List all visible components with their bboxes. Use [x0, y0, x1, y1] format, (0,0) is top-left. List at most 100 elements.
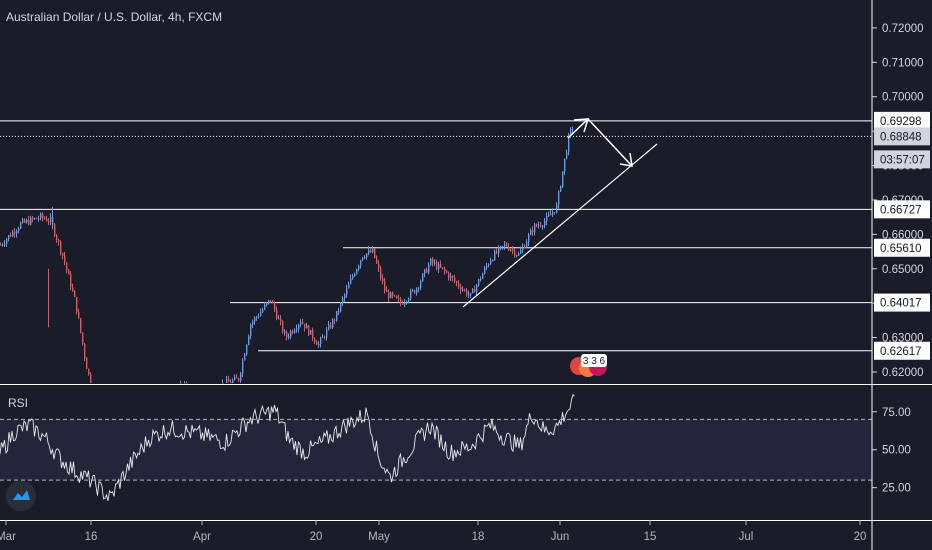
candle-body — [370, 250, 372, 253]
candle-body — [348, 283, 350, 289]
event-badge-count: 3 3 6 — [583, 356, 606, 367]
candle-body — [4, 243, 6, 245]
candle-body — [8, 235, 10, 240]
candle-body — [418, 287, 420, 289]
candle-body — [288, 336, 290, 338]
candle-body — [6, 239, 8, 244]
candle-body — [58, 239, 60, 242]
candle-body — [562, 171, 564, 187]
rsi-line — [0, 393, 575, 501]
candle-body — [30, 217, 32, 225]
candle-body — [506, 244, 508, 247]
candle-body — [256, 316, 258, 318]
candle-body — [356, 269, 358, 275]
candle-body — [488, 264, 490, 266]
candle-body — [276, 309, 278, 319]
candle-body — [252, 321, 254, 325]
price-level-label: 0.64017 — [880, 298, 922, 310]
candle-body — [62, 252, 64, 256]
y-tick-label: 0.70000 — [882, 92, 924, 104]
candle-body — [358, 265, 360, 270]
candle-body — [48, 221, 50, 223]
candle-body — [432, 258, 434, 264]
candle-body — [454, 277, 456, 282]
candle-body — [20, 222, 22, 229]
candle-body — [550, 214, 552, 216]
candle-body — [306, 325, 308, 329]
candle-body — [262, 309, 264, 313]
candle-body — [60, 241, 62, 253]
candle-body — [248, 335, 250, 345]
candle-body — [270, 300, 272, 302]
candle-body — [12, 231, 14, 237]
candle-body — [528, 234, 530, 243]
candle-body — [334, 319, 336, 321]
candle-body — [410, 290, 412, 299]
candle-body — [460, 286, 462, 291]
candle-body — [566, 152, 568, 159]
trendline — [462, 143, 658, 308]
rsi-tick-label: 25.00 — [882, 483, 911, 495]
candle-body — [70, 274, 72, 288]
candle-body — [498, 247, 500, 254]
candle-body — [64, 255, 66, 263]
candle-body — [540, 225, 542, 227]
price-candles — [0, 126, 574, 385]
price-level-label-bg — [874, 127, 930, 146]
candle-body — [246, 344, 248, 355]
candle-body — [282, 321, 284, 333]
candle-body — [258, 316, 260, 318]
candle-body — [332, 319, 334, 328]
candle-body — [310, 329, 312, 335]
candle-body — [36, 218, 38, 220]
candle-body — [536, 224, 538, 227]
candle-body — [526, 242, 528, 248]
candle-body — [260, 312, 262, 317]
candle-body — [238, 378, 240, 381]
candle-body — [458, 282, 460, 287]
candle-body — [312, 329, 314, 339]
countdown-label: 03:57:07 — [880, 154, 925, 166]
candle-body — [396, 295, 398, 299]
candle-body — [322, 336, 324, 338]
candle-body — [534, 224, 536, 233]
candle-body — [466, 289, 468, 296]
price-level-label-bg — [874, 341, 930, 360]
candle-body — [496, 251, 498, 254]
candle-body — [266, 302, 268, 305]
x-tick-label: 18 — [472, 531, 485, 543]
candle-body — [292, 331, 294, 333]
candle-body — [444, 268, 446, 271]
candle-body — [518, 253, 520, 256]
candle-body — [434, 262, 436, 264]
price-level-label-bg — [874, 200, 930, 219]
candle-body — [232, 380, 234, 383]
candle-body — [572, 128, 574, 130]
candle-body — [344, 294, 346, 299]
candle-body — [66, 262, 68, 271]
candle-body — [230, 381, 232, 383]
candle-body — [482, 273, 484, 279]
candle-body — [400, 299, 402, 304]
price-level-label: 0.62617 — [880, 346, 922, 358]
candle-body — [234, 376, 236, 381]
candle-body — [412, 290, 414, 292]
candle-body — [388, 291, 390, 298]
candle-body — [324, 336, 326, 338]
candle-body — [438, 264, 440, 270]
candle-body — [514, 250, 516, 256]
candle-body — [402, 303, 404, 305]
candle-body — [554, 212, 556, 214]
candle-body — [54, 224, 56, 236]
event-badge-count-bg — [581, 354, 607, 367]
candle-body — [474, 288, 476, 293]
price-level-label-bg — [874, 111, 930, 130]
drawings: 3 3 6 — [462, 117, 658, 377]
candle-body — [286, 331, 288, 338]
candle-body — [384, 281, 386, 291]
rsi-pane — [0, 393, 872, 501]
candle-body — [436, 262, 438, 270]
candle-body — [342, 298, 344, 303]
candle-body — [268, 300, 270, 303]
